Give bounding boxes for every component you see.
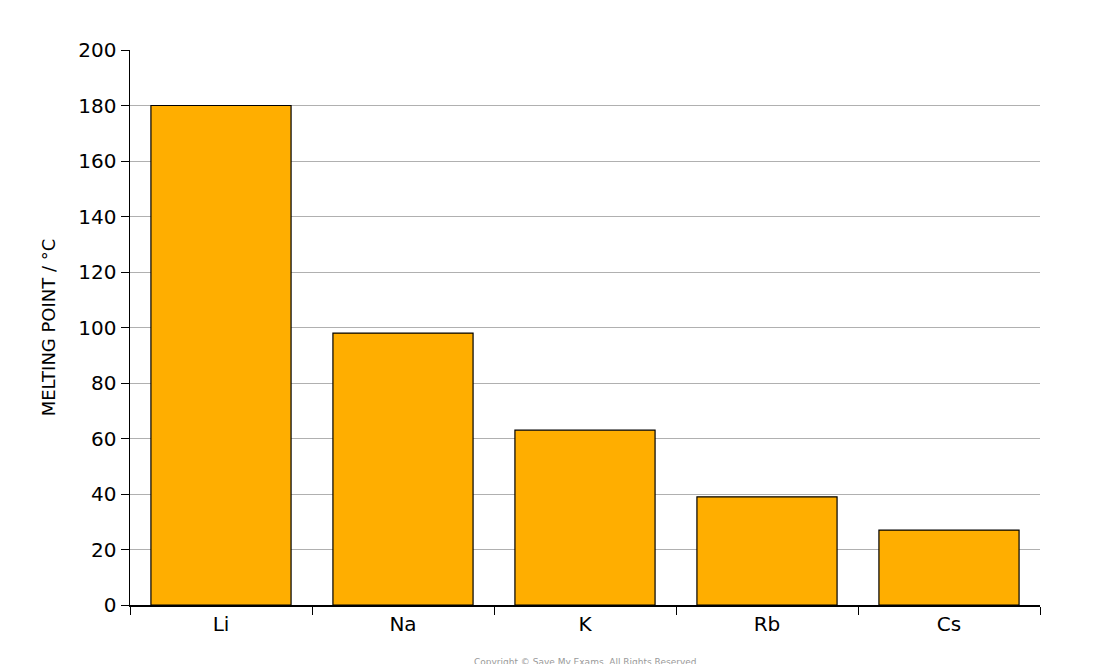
svg-text:40: 40 (91, 482, 116, 506)
svg-text:80: 80 (91, 371, 116, 395)
svg-text:180: 180 (78, 94, 116, 118)
svg-text:20: 20 (91, 538, 116, 562)
svg-text:120: 120 (78, 260, 116, 284)
svg-text:Copyright © Save My Exams. All: Copyright © Save My Exams. All Rights Re… (474, 657, 696, 664)
svg-text:0: 0 (104, 593, 117, 617)
svg-text:100: 100 (78, 316, 116, 340)
svg-text:Li: Li (213, 612, 230, 636)
svg-text:Rb: Rb (754, 612, 781, 636)
svg-text:200: 200 (78, 38, 116, 62)
svg-text:60: 60 (91, 427, 116, 451)
svg-text:K: K (578, 612, 592, 636)
svg-text:Cs: Cs (937, 612, 961, 636)
svg-text:Na: Na (389, 612, 416, 636)
svg-text:160: 160 (78, 149, 116, 173)
svg-text:140: 140 (78, 205, 116, 229)
svg-text:MELTING POINT / °C: MELTING POINT / °C (38, 239, 59, 417)
